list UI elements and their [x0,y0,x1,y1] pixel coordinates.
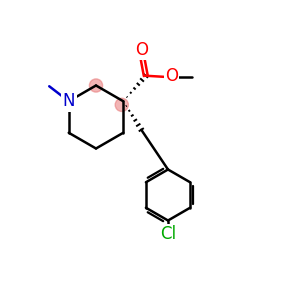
Circle shape [115,98,128,112]
Text: N: N [62,92,75,110]
Text: Cl: Cl [160,225,176,243]
Text: O: O [135,41,148,59]
Text: O: O [165,67,178,85]
Circle shape [89,79,103,92]
